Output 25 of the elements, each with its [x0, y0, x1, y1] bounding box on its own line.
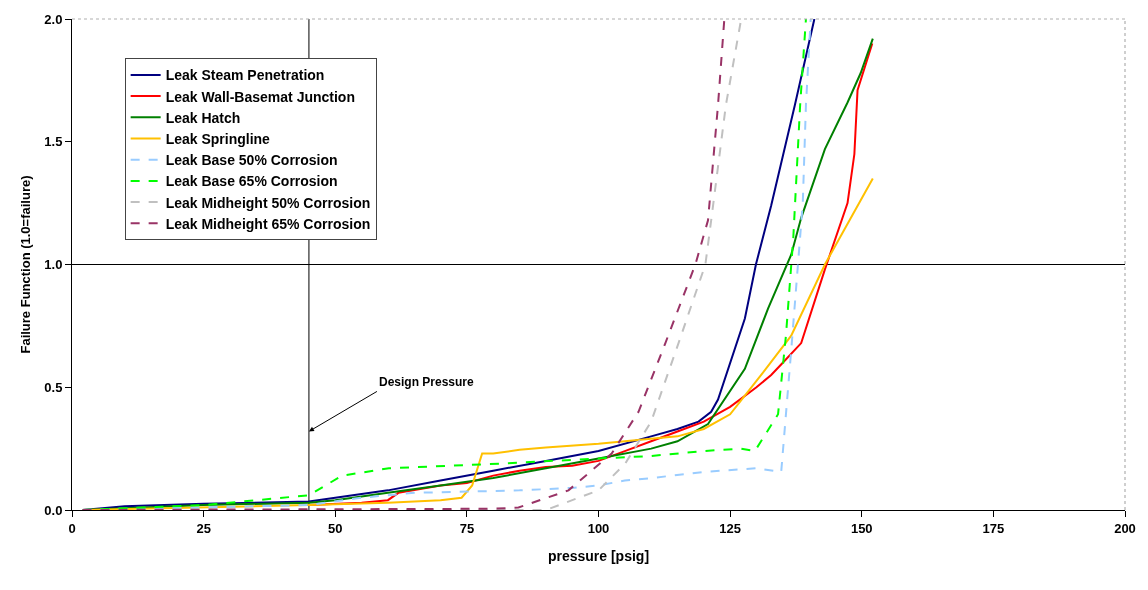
y-tick-label: 0.5: [44, 379, 63, 395]
x-tick-label: 0: [68, 520, 76, 536]
x-tick-label: 150: [850, 520, 873, 536]
x-tick-label: 125: [719, 520, 741, 536]
x-tick-label: 175: [982, 520, 1005, 536]
legend-label: Leak Springline: [165, 130, 271, 147]
x-tick-label: 25: [196, 520, 211, 536]
y-tick-label: 1.5: [44, 134, 63, 150]
x-tick-label: 75: [459, 520, 475, 536]
x-tick-label: 50: [328, 520, 343, 536]
y-tick-label: 0.0: [44, 502, 63, 518]
x-axis-title: pressure [psig]: [547, 547, 650, 564]
legend-label: Leak Hatch: [165, 109, 241, 126]
legend-label: Leak Midheight 65% Corrosion: [165, 215, 371, 232]
x-tick-label: 100: [587, 520, 610, 536]
legend-label: Leak Midheight 50% Corrosion: [165, 194, 371, 211]
legend-label: Leak Wall-Basemat Junction: [165, 88, 355, 105]
y-tick-label: 2.0: [44, 11, 63, 27]
y-tick-label: 1.0: [44, 257, 63, 273]
ref-line-label: Design Pressure: [379, 375, 475, 389]
y-axis-title: Failure Function (1.0=failure): [18, 175, 34, 354]
x-tick-label: 200: [1114, 520, 1136, 536]
legend-label: Leak Base 65% Corrosion: [165, 173, 338, 190]
legend-label: Leak Steam Penetration: [165, 67, 325, 84]
legend-label: Leak Base 50% Corrosion: [165, 152, 338, 169]
